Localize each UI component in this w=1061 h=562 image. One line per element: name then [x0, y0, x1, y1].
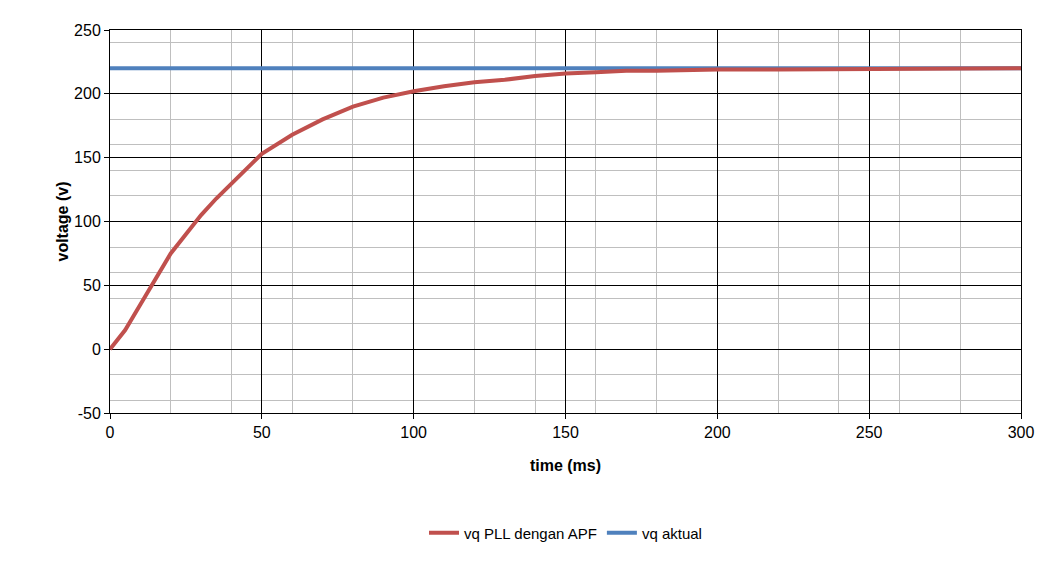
svg-text:100: 100	[400, 424, 427, 441]
svg-text:50: 50	[83, 277, 101, 294]
svg-text:150: 150	[552, 424, 579, 441]
svg-text:time (ms): time (ms)	[530, 457, 601, 474]
svg-text:250: 250	[74, 22, 101, 39]
svg-text:vq aktual: vq aktual	[642, 525, 702, 542]
svg-text:0: 0	[92, 341, 101, 358]
svg-text:100: 100	[74, 213, 101, 230]
svg-text:150: 150	[74, 149, 101, 166]
svg-text:200: 200	[74, 85, 101, 102]
svg-text:300: 300	[1008, 424, 1035, 441]
svg-text:vq PLL dengan APF: vq PLL dengan APF	[464, 525, 597, 542]
svg-text:200: 200	[704, 424, 731, 441]
svg-text:voltage (v): voltage (v)	[54, 181, 71, 261]
svg-text:50: 50	[253, 424, 271, 441]
svg-text:250: 250	[856, 424, 883, 441]
svg-text:0: 0	[106, 424, 115, 441]
svg-text:-50: -50	[78, 405, 101, 422]
